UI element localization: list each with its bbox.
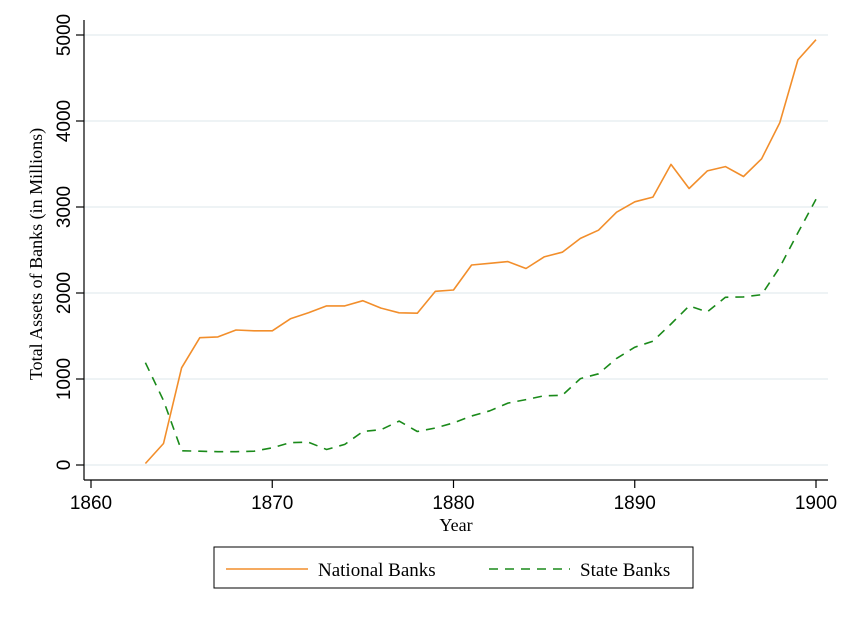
legend-box [213,546,694,589]
x-tick-label-1860: 1860 [70,493,112,514]
x-tick-label-1870: 1870 [251,493,293,514]
x-tick-label-1890: 1890 [614,493,656,514]
axes [83,20,828,481]
legend-label-state-banks: State Banks [580,560,670,581]
y-tick-label-4000: 4000 [54,100,75,142]
x-tick-label-1880: 1880 [432,493,474,514]
y-tick-label-3000: 3000 [54,186,75,228]
y-tick-label-1000: 1000 [54,358,75,400]
series-lines [144,39,817,465]
y-axis-title: Total Assets of Banks (in Millions) [26,128,47,380]
series-line-national-banks [144,39,817,465]
gridlines [84,34,828,466]
y-tick-label-5000: 5000 [54,14,75,56]
y-tick-label-2000: 2000 [54,272,75,314]
legend: National Banks State Banks [213,546,694,589]
series-line-state-banks [144,198,817,453]
y-tick-label-0: 0 [54,460,75,471]
x-axis-title: Year [439,515,472,535]
legend-label-national-banks: National Banks [318,560,436,581]
axis-ticks: 0 1000 2000 3000 4000 5000 1860 1870 1880 1890 190… [54,14,837,514]
x-tick-label-1900: 1900 [795,493,837,514]
